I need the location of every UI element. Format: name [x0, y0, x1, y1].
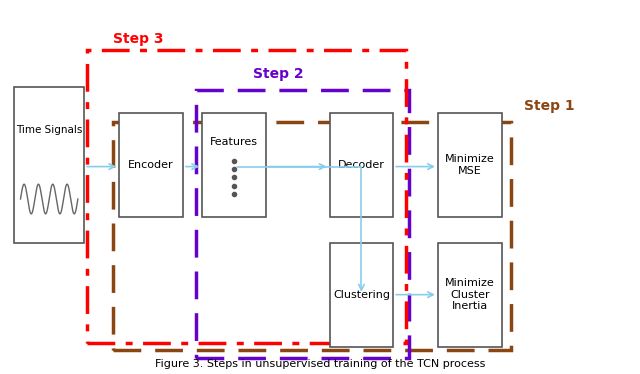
Text: Features: Features	[210, 137, 258, 147]
Text: Encoder: Encoder	[129, 160, 174, 170]
Text: Figure 3. Steps in unsupervised training of the TCN process: Figure 3. Steps in unsupervised training…	[155, 359, 485, 369]
FancyBboxPatch shape	[14, 87, 84, 243]
Text: Time Signals: Time Signals	[16, 125, 83, 135]
FancyBboxPatch shape	[438, 243, 502, 347]
FancyBboxPatch shape	[438, 113, 502, 217]
FancyBboxPatch shape	[202, 113, 266, 217]
Text: Step 1: Step 1	[524, 99, 575, 113]
FancyBboxPatch shape	[330, 243, 394, 347]
Text: Step 2: Step 2	[253, 67, 304, 81]
FancyBboxPatch shape	[119, 113, 183, 217]
Text: Minimize
MSE: Minimize MSE	[445, 154, 495, 175]
FancyBboxPatch shape	[330, 113, 394, 217]
Text: Step 3: Step 3	[113, 32, 163, 46]
Text: Clustering: Clustering	[333, 289, 390, 300]
Text: Decoder: Decoder	[338, 160, 385, 170]
Text: Minimize
Cluster
Inertia: Minimize Cluster Inertia	[445, 278, 495, 311]
